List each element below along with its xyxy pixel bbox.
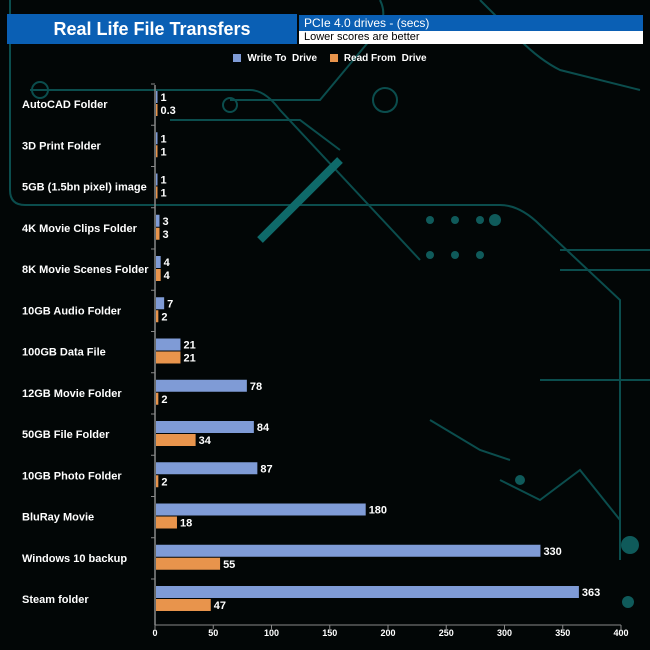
data-label: 363 (582, 587, 600, 599)
x-tick-label: 350 (555, 628, 570, 638)
legend-swatch-write (233, 54, 242, 62)
category-label: 8K Movie Scenes Folder (22, 264, 149, 276)
data-label: 47 (214, 600, 226, 612)
data-label: 1 (161, 146, 167, 158)
x-tick-label: 300 (497, 628, 512, 638)
bar-write (156, 173, 158, 186)
data-label: 180 (369, 505, 387, 517)
bar-read (156, 351, 181, 364)
data-label: 330 (543, 546, 561, 558)
bar-read (156, 475, 159, 488)
x-tick-label: 0 (152, 628, 157, 638)
data-label: 2 (161, 311, 167, 323)
bar-read (156, 599, 211, 611)
legend: Write To Drive Read From Drive (0, 53, 650, 64)
data-label: 2 (161, 476, 167, 488)
data-label: 2 (161, 394, 167, 406)
bar-write (156, 421, 254, 433)
bar-read (156, 145, 158, 158)
category-label: 3D Print Folder (22, 140, 102, 152)
x-tick-label: 100 (264, 628, 279, 638)
x-tick-label: 150 (322, 628, 337, 638)
data-label: 84 (257, 422, 270, 434)
bar-write (156, 91, 158, 103)
bar-read (156, 434, 196, 446)
category-label: Windows 10 backup (22, 553, 127, 565)
data-label: 1 (161, 188, 167, 200)
data-label: 4 (164, 270, 171, 282)
data-label: 18 (180, 518, 192, 530)
category-label: 10GB Audio Folder (22, 305, 122, 317)
bar-write (156, 214, 160, 227)
data-label: 34 (199, 435, 212, 447)
bar-write (156, 379, 247, 392)
bar-read (156, 310, 159, 323)
bar-read (156, 392, 159, 405)
category-label: BluRay Movie (22, 512, 94, 524)
chart-note: Lower scores are better (299, 31, 643, 44)
data-label: 1 (161, 92, 167, 104)
category-label: 100GB Data File (22, 347, 106, 359)
chart-title: Real Life File Transfers (7, 14, 297, 44)
x-tick-label: 200 (380, 628, 395, 638)
bar-write (156, 338, 181, 351)
category-label: 5GB (1.5bn pixel) image (22, 182, 147, 194)
x-tick-label: 250 (439, 628, 454, 638)
bar-read (156, 516, 177, 529)
chart-subtitle: PCIe 4.0 drives - (secs) (299, 15, 643, 31)
category-label: Steam folder (22, 594, 89, 606)
bar-write (156, 586, 579, 598)
bar-read (156, 186, 158, 199)
data-label: 3 (162, 229, 168, 241)
legend-swatch-read (329, 54, 338, 62)
bar-write (156, 132, 158, 145)
data-label: 7 (167, 298, 173, 310)
bar-read (156, 104, 158, 116)
legend-label-read: Read From Drive (343, 53, 427, 64)
data-label: 3 (162, 216, 168, 228)
bar-read (156, 557, 221, 570)
data-label: 0.3 (161, 105, 176, 117)
x-tick-label: 400 (613, 628, 628, 638)
data-label: 55 (223, 559, 235, 571)
bar-write (156, 503, 366, 516)
bar-write (156, 297, 165, 310)
data-label: 4 (164, 257, 171, 269)
bar-write (156, 256, 161, 268)
category-label: 4K Movie Clips Folder (22, 223, 138, 235)
bar-read (156, 227, 160, 240)
data-label: 1 (161, 175, 167, 187)
bar-read (156, 269, 161, 281)
category-label: 12GB Movie Folder (22, 388, 122, 400)
data-label: 78 (250, 381, 262, 393)
data-label: 87 (260, 463, 272, 475)
data-label: 1 (161, 133, 167, 145)
x-tick-label: 50 (208, 628, 218, 638)
category-label: AutoCAD Folder (22, 99, 108, 111)
data-label: 21 (183, 353, 195, 365)
bar-write (156, 462, 258, 475)
bar-write (156, 544, 541, 557)
category-label: 50GB File Folder (22, 429, 110, 441)
category-label: 10GB Photo Folder (22, 470, 122, 482)
data-label: 21 (183, 340, 195, 352)
legend-label-write: Write To Drive (247, 53, 318, 64)
